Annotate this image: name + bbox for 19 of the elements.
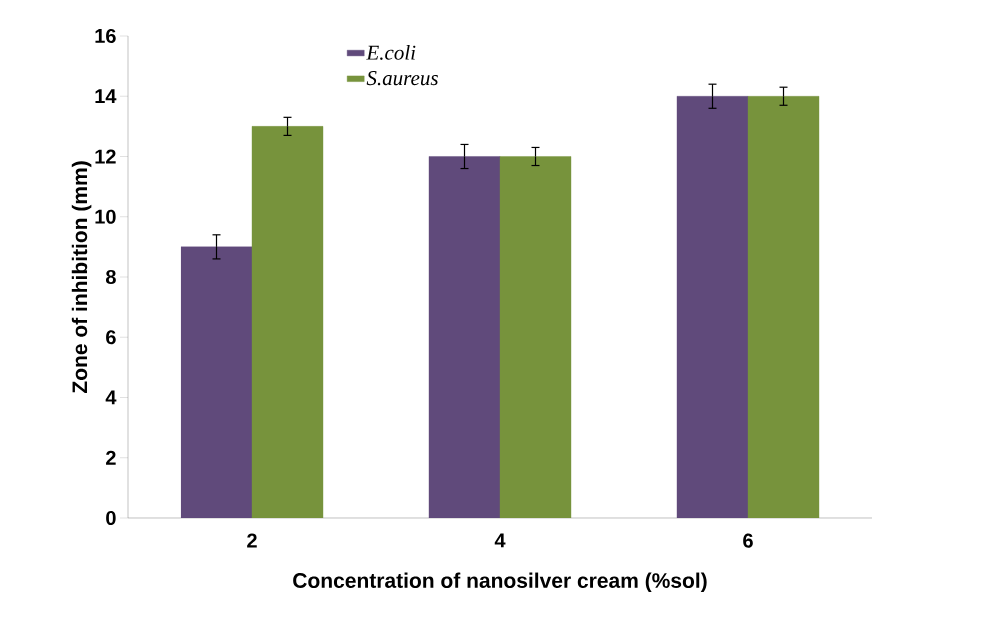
bar <box>676 96 749 518</box>
y-tick-label: 0 <box>106 510 116 526</box>
y-tick-label: 6 <box>106 330 116 345</box>
y-tick-label: 14 <box>95 89 117 104</box>
y-tick-label: 10 <box>95 209 116 224</box>
bar <box>428 156 501 518</box>
y-tick-label: 8 <box>105 269 116 285</box>
y-tick-label: 12 <box>95 149 116 164</box>
x-tick-label: 4 <box>494 533 506 548</box>
legend-label: S.aureus <box>366 71 438 86</box>
x-axis-title: Concentration of nanosilver cream (%sol) <box>293 572 707 593</box>
y-tick-label: 4 <box>105 390 117 405</box>
y-tick-label: 2 <box>106 450 116 465</box>
y-axis-title: Zone of inhibition (mm) <box>71 161 92 393</box>
legend-label: E.coli <box>366 45 416 60</box>
x-tick-label: 2 <box>247 533 257 548</box>
y-tick-label: 16 <box>95 28 116 44</box>
bar <box>180 246 253 518</box>
x-tick-label: 6 <box>743 533 753 548</box>
